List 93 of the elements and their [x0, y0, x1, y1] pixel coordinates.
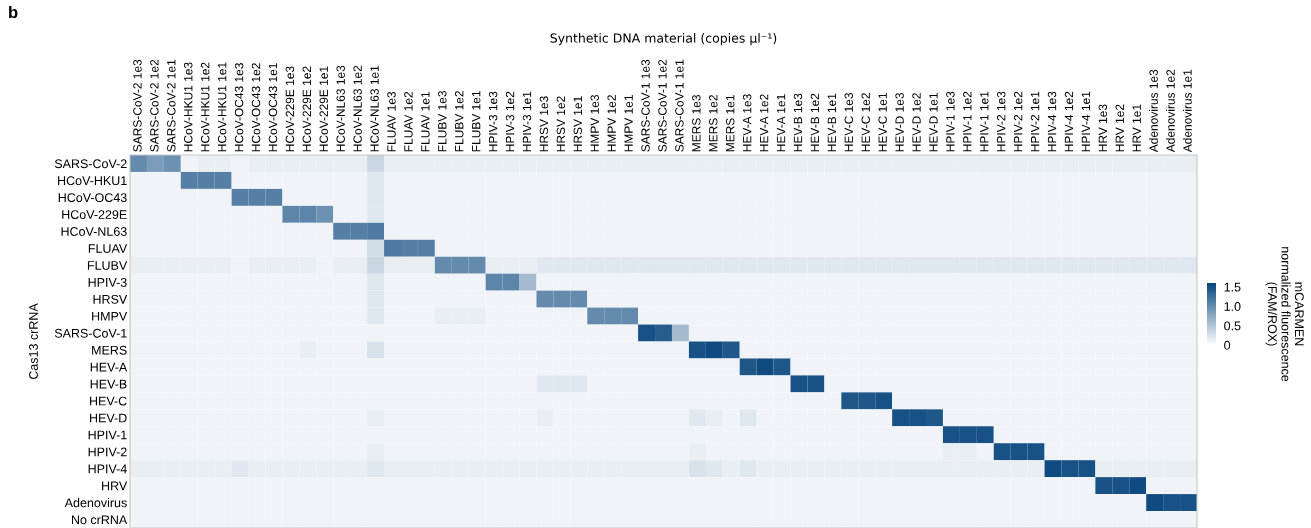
- chart-title: b: [9, 5, 18, 19]
- x-tick-label: HEV-A 1e1: [776, 94, 786, 152]
- x-tick-label: HPIV-4 1e2: [1064, 91, 1074, 152]
- x-tick-label: HCoV-HKU1 1e3: [184, 62, 193, 152]
- y-tick-label: HPIV-1: [88, 430, 127, 440]
- y-tick-label: MERS: [92, 345, 127, 355]
- x-tick-label: SARS-CoV-2 1e1: [167, 59, 176, 152]
- x-tick-label: Adenovirus 1e1: [1182, 69, 1192, 153]
- x-tick-label: HEV-A 1e3: [742, 94, 752, 152]
- y-tick-label: HCoV-229E: [62, 210, 127, 219]
- y-tick-label: HPIV-3: [88, 277, 127, 287]
- x-tick-label: HPIV-2 1e3: [996, 91, 1006, 152]
- x-tick-label: HEV-B 1e1: [827, 93, 837, 152]
- color-bar-label: 1.5: [1224, 282, 1241, 292]
- x-tick-label: HCoV-NL63 1e1: [370, 65, 379, 152]
- x-tick-label: SARS-CoV-1 1e2: [658, 59, 667, 152]
- x-tick-label: HEV-C 1e2: [861, 93, 870, 152]
- y-tick-label: HCoV-NL63: [61, 227, 127, 236]
- x-tick-label: HEV-B 1e2: [810, 93, 820, 152]
- x-tick-label: SARS-CoV-2 1e2: [150, 59, 159, 152]
- x-tick-label: HEV-C 1e3: [844, 92, 854, 152]
- y-tick-label: HPIV-4: [88, 464, 127, 474]
- x-tick-label: HEV-A 1e2: [759, 94, 769, 152]
- x-tick-label: HCoV-NL63 1e2: [353, 65, 362, 152]
- y-tick-label: SARS-CoV-1: [54, 328, 127, 338]
- x-axis-title: Synthetic DNA material (copies μl⁻¹): [550, 33, 777, 46]
- y-tick-label: HEV-B: [90, 379, 127, 389]
- y-tick-label: FLUAV: [88, 244, 128, 253]
- y-tick-label: SARS-CoV-2: [54, 159, 127, 169]
- x-tick-label: HEV-B 1e3: [793, 93, 803, 152]
- x-tick-label: HEV-D 1e3: [895, 92, 904, 152]
- y-tick-label: HRSV: [93, 294, 128, 304]
- y-tick-label: HRV: [102, 481, 128, 491]
- x-tick-label: HRV 1e1: [1132, 104, 1141, 152]
- x-tick-label: Adenovirus 1e3: [1149, 69, 1158, 153]
- x-tick-label: HEV-D 1e1: [929, 93, 938, 152]
- x-tick-label: HEV-C 1e1: [878, 93, 887, 152]
- x-tick-label: HCoV-OC43 1e1: [268, 63, 278, 152]
- x-tick-label: HCoV-NL63 1e3: [336, 65, 345, 152]
- x-tick-label: HCoV-229E 1e2: [302, 66, 312, 152]
- x-tick-label: HPIV-3 1e3: [488, 91, 498, 152]
- x-tick-label: HPIV-4 1e3: [1047, 91, 1057, 152]
- x-tick-label: HRSV 1e2: [556, 96, 566, 152]
- x-tick-label: FLUAV 1e3: [387, 91, 396, 152]
- x-tick-label: HPIV-1 1e2: [963, 91, 972, 152]
- y-tick-label: HEV-D: [90, 413, 127, 423]
- x-tick-label: HMPV 1e1: [624, 95, 633, 152]
- x-tick-label: HPIV-2 1e1: [1030, 91, 1040, 152]
- color-bar-label: 1.0: [1224, 302, 1241, 311]
- x-tick-label: FLUBV 1e2: [455, 91, 464, 152]
- color-bar-title: mCARMEN normalized fluorescence (FAM/ROX): [1265, 247, 1304, 382]
- x-tick-label: HMPV 1e2: [607, 95, 616, 152]
- x-tick-label: HPIV-4 1e1: [1081, 91, 1091, 152]
- y-tick-label: FLUBV: [87, 261, 128, 270]
- x-tick-label: FLUBV 1e3: [438, 91, 447, 152]
- y-tick-label: No crRNA: [71, 515, 128, 525]
- x-tick-label: HPIV-3 1e1: [522, 91, 532, 152]
- y-tick-label: Adenovirus: [64, 498, 127, 508]
- color-bar-label: 0: [1224, 340, 1231, 350]
- x-tick-label: HPIV-3 1e2: [505, 91, 515, 152]
- color-bar-label: 0.5: [1224, 321, 1241, 331]
- y-tick-label: HCoV-OC43: [58, 193, 127, 203]
- y-tick-label: HPIV-2: [88, 447, 127, 457]
- x-tick-label: SARS-CoV-2 1e3: [133, 59, 142, 152]
- x-tick-label: HCoV-OC43 1e3: [234, 63, 244, 152]
- x-tick-label: HCoV-HKU1 1e1: [217, 62, 227, 152]
- x-tick-label: HRSV 1e3: [539, 96, 549, 152]
- x-tick-label: SARS-CoV-1 1e3: [641, 59, 650, 152]
- x-tick-label: HRV 1e3: [1098, 104, 1108, 152]
- x-tick-label: HPIV-2 1e2: [1013, 91, 1023, 152]
- x-tick-label: HCoV-229E 1e1: [319, 66, 328, 152]
- x-tick-label: HCoV-HKU1 1e2: [200, 62, 210, 152]
- x-tick-label: MERS 1e2: [709, 95, 718, 152]
- x-tick-label: SARS-CoV-1 1e1: [675, 59, 684, 152]
- x-tick-label: HPIV-1 1e1: [980, 91, 989, 152]
- y-tick-label: HCoV-HKU1: [58, 176, 127, 186]
- x-tick-label: HRV 1e2: [1115, 104, 1124, 152]
- x-tick-label: HCoV-229E 1e3: [285, 66, 295, 152]
- x-tick-label: FLUAV 1e1: [421, 91, 430, 152]
- y-tick-label: HMPV: [92, 312, 128, 321]
- x-tick-label: MERS 1e1: [725, 95, 735, 152]
- y-tick-label: HEV-A: [90, 362, 128, 372]
- y-axis-title: Cas13 crRNA: [29, 303, 38, 380]
- x-tick-label: HMPV 1e3: [590, 94, 599, 152]
- x-tick-label: FLUBV 1e1: [472, 91, 481, 152]
- x-tick-label: HPIV-1 1e3: [946, 91, 955, 152]
- x-tick-label: HCoV-OC43 1e2: [251, 63, 261, 152]
- x-tick-label: FLUAV 1e2: [404, 91, 413, 152]
- y-tick-label: HEV-C: [90, 396, 127, 406]
- x-tick-label: MERS 1e3: [692, 94, 701, 152]
- x-tick-label: HRSV 1e1: [573, 96, 583, 152]
- x-tick-label: Adenovirus 1e2: [1166, 69, 1175, 153]
- x-tick-label: HEV-D 1e2: [912, 93, 921, 152]
